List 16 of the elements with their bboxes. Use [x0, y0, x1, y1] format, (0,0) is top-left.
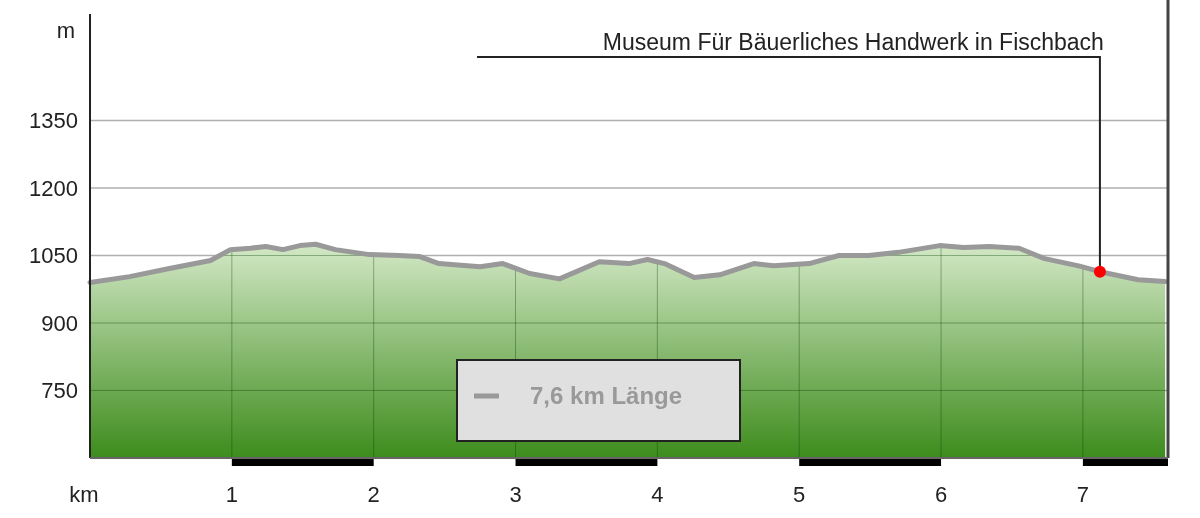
y-axis-title: m — [56, 18, 76, 43]
x-tick-label: 3 — [509, 482, 522, 507]
y-tick-label: 1350 — [29, 108, 78, 134]
annotation: Museum Für Bäuerliches Handwerk in Fischbach — [602, 29, 1104, 55]
x-tick-label: 4 — [651, 482, 664, 507]
y-tick-label: 1050 — [29, 243, 78, 269]
legend-label: 7,6 km Länge — [530, 382, 683, 410]
x-tick-label: 2 — [367, 482, 380, 507]
y-tick-label: 1200 — [29, 175, 78, 201]
x-tick-label: 1 — [225, 482, 238, 507]
x-axis-title: km — [69, 482, 99, 507]
x-tick-label: 7 — [1076, 482, 1090, 507]
x-tick-label: 6 — [934, 482, 948, 507]
y-tick-label: 750 — [41, 378, 78, 404]
x-tick-label: 5 — [793, 482, 806, 507]
y-tick-label: 900 — [41, 310, 78, 336]
